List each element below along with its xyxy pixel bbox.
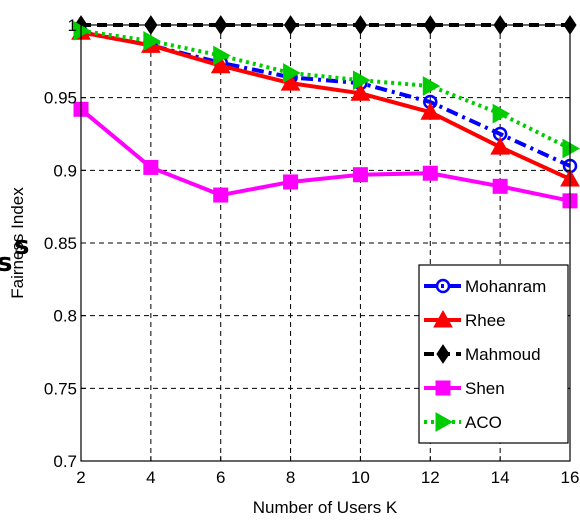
series-line-rhee (80, 30, 571, 181)
data-point-aco (143, 31, 161, 51)
x-tick-label: 2 (76, 468, 85, 487)
data-point-aco (492, 103, 511, 124)
data-point-shen (283, 174, 299, 190)
data-point-aco (352, 70, 371, 91)
data-point-shen (143, 159, 159, 175)
x-tick-label: 12 (421, 468, 440, 487)
y-tick-label: 1 (68, 16, 77, 35)
data-point-rhee (420, 102, 441, 120)
legend-swatch-marker (435, 412, 454, 432)
data-point-shen (213, 187, 229, 203)
y-tick-label: 0.85 (44, 234, 77, 253)
y-tick-label: 0.9 (53, 161, 77, 180)
data-point-aco (422, 76, 441, 96)
y-tick-label: 0.8 (53, 307, 77, 326)
x-tick-label: 10 (351, 468, 370, 487)
data-point-aco (213, 45, 231, 66)
series-layer (71, 15, 580, 209)
legend-item-shen: Shen (424, 379, 505, 398)
data-point-shen (352, 167, 368, 183)
x-tick-label: 4 (146, 468, 155, 487)
legend-item-rhee: Rhee (424, 309, 506, 330)
legend: Mohanram Rhee Mahmoud Shen ACO (418, 264, 569, 444)
data-point-shen (492, 178, 508, 194)
axes-layer (80, 24, 571, 462)
series-aco (73, 20, 580, 159)
legend-label: Shen (465, 379, 505, 398)
grid-layer (80, 24, 571, 462)
legend-item-aco: ACO (424, 412, 502, 432)
data-point-rhee (210, 55, 231, 74)
legend-swatch-marker (435, 278, 451, 294)
legend-item-mahmoud: Mahmoud (424, 344, 541, 364)
data-point-shen (422, 165, 438, 181)
overlay-fragment-text: s (14, 231, 29, 261)
y-tick-label: 0.95 (44, 89, 77, 108)
legend-swatch-marker (433, 309, 453, 328)
data-point-aco (562, 138, 580, 159)
legend-swatch-marker (436, 344, 450, 364)
x-tick-label: 16 (561, 468, 580, 487)
data-point-aco (283, 63, 301, 83)
x-tick-label: 6 (216, 468, 225, 487)
y-axis-label: Fairness Index (8, 187, 27, 299)
legend-label: Mohanram (465, 277, 546, 296)
x-tick-label: 8 (286, 468, 295, 487)
legend-label: Mahmoud (465, 345, 541, 364)
y-tick-label: 0.75 (44, 379, 77, 398)
data-point-rhee (490, 137, 510, 155)
legend-item-mohanram: Mohanram (424, 277, 546, 296)
x-tick-label: 14 (491, 468, 510, 487)
data-point-aco (73, 20, 92, 41)
series-line-shen (79, 107, 571, 203)
data-point-rhee (280, 73, 301, 91)
tick-labels: 2 4 6 8 10 12 14 16 0.7 0.75 0.8 0.85 0.9 0.95 1 (44, 16, 580, 487)
y-tick-label: 0.7 (53, 452, 77, 471)
data-point-rhee (350, 83, 371, 101)
x-axis-label: Number of Users K (253, 498, 398, 517)
legend-swatch-marker (435, 380, 451, 396)
legend-label: Rhee (465, 311, 506, 330)
legend-label: ACO (465, 413, 502, 432)
overlay-fragment-text: s (0, 248, 12, 278)
